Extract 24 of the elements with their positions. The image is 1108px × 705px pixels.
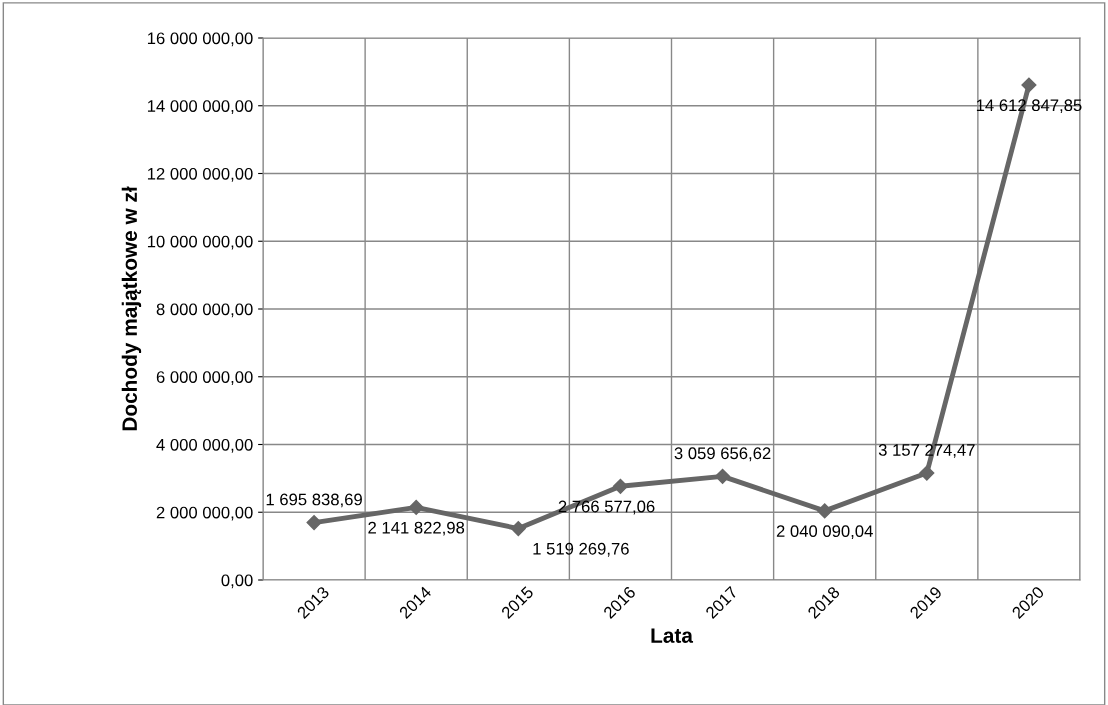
- point: [510, 520, 526, 537]
- y-tick-label: 14 000 000,00: [147, 100, 253, 114]
- y-tick-label: 8 000 000,00: [156, 303, 253, 318]
- data-label: 2 040 090,04: [776, 525, 873, 539]
- data-label: 3 059 656,62: [674, 447, 771, 462]
- x-axis-title: Lata: [651, 628, 694, 643]
- point: [306, 514, 322, 531]
- point: [1021, 77, 1037, 93]
- y-tick-label: 10 000 000,00: [147, 235, 253, 250]
- data-label: 2 141 822,98: [368, 521, 465, 536]
- point: [817, 503, 833, 519]
- data-label: 1 519 269,76: [533, 542, 629, 557]
- point: [919, 465, 935, 481]
- y-tick-label: 16 000 000,00: [147, 32, 253, 47]
- y-tick-label: 12 000 000,00: [147, 167, 253, 182]
- point: [612, 478, 629, 494]
- y-tick-label: 6 000 000,00: [156, 371, 253, 385]
- data-label: 1 695 838,69: [266, 493, 362, 508]
- y-axis-title: Dochody majątkowe w zł: [121, 186, 142, 431]
- point: [408, 499, 424, 516]
- point: [714, 468, 731, 484]
- y-tick-label: 0,00: [221, 574, 253, 589]
- y-tick-label: 2 000 000,00: [156, 506, 253, 521]
- y-tick-label: 4 000 000,00: [156, 438, 253, 453]
